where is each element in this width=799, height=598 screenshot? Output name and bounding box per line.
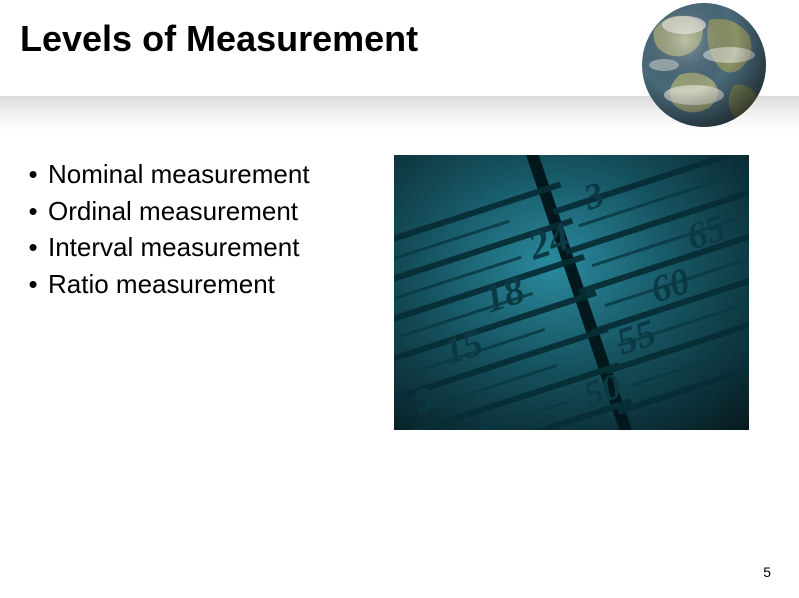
list-item: • Ordinal measurement [18, 195, 310, 228]
slide-title: Levels of Measurement [20, 18, 418, 60]
list-item: • Nominal measurement [18, 158, 310, 191]
slide-container: Levels of Measurement [0, 0, 799, 598]
bullet-text: Nominal measurement [48, 158, 310, 191]
list-item: • Ratio measurement [18, 268, 310, 301]
bullet-text: Interval measurement [48, 231, 299, 264]
bullet-list: • Nominal measurement • Ordinal measurem… [18, 158, 310, 304]
globe-image [639, 0, 769, 130]
bullet-text: Ratio measurement [48, 268, 275, 301]
bullet-icon: • [18, 271, 48, 297]
ruler-image: 5 15 18 24 3 50 55 60 65 [394, 155, 749, 430]
bullet-icon: • [18, 234, 48, 260]
page-number: 5 [763, 564, 771, 580]
bullet-text: Ordinal measurement [48, 195, 298, 228]
list-item: • Interval measurement [18, 231, 310, 264]
bullet-icon: • [18, 198, 48, 224]
bullet-icon: • [18, 161, 48, 187]
